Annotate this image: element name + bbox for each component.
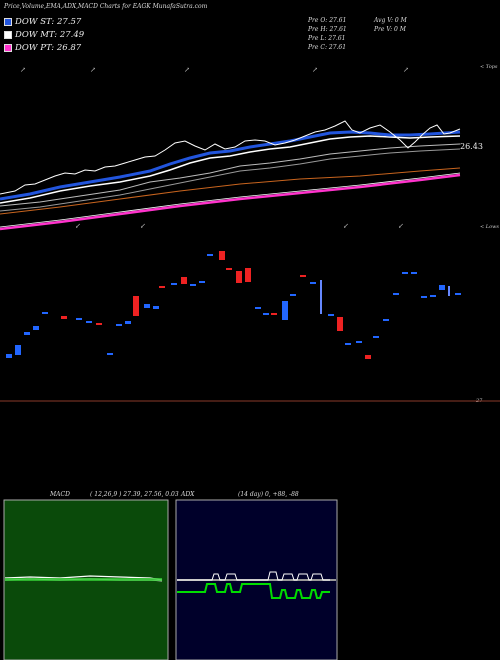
candle-up [356,341,362,343]
candle-up [282,301,288,320]
candle-down [133,296,139,316]
candle-up [107,353,113,355]
adx-minus-di [177,583,330,599]
candle-up [125,321,131,324]
candle-down [337,317,343,331]
candle-down [365,355,371,359]
candle-up [373,336,379,338]
dow-pt-line [0,173,461,231]
price-close-line [0,120,461,195]
legend-swatch-st [4,17,12,26]
candle-down [159,286,165,288]
low-markers: ↙ ↙ ↙ ↙ [75,222,404,230]
candle-down [61,316,67,319]
candle-up [345,343,351,345]
lows-label: < Lows [480,224,499,230]
low-marker: ↙ [75,222,81,230]
candle-up [448,286,450,296]
candle-up [116,324,122,326]
candle-up [6,354,12,358]
legend-label-pt: DOW PT: 26.87 [15,43,82,53]
legend-dow-st: DOW ST: 27.57 [4,17,81,29]
candle-up [24,332,30,335]
candles [6,251,461,359]
candle-up [33,326,39,330]
candle-up [199,281,205,283]
quote-pre-close: Pre C: 27.61 [308,44,347,51]
ema-long-line [0,167,461,215]
quote-avg-volume: Avg V: 0 M [374,17,407,24]
tops-label: < Tops [480,64,498,70]
candle-down [226,268,232,270]
candle-up [263,313,269,315]
macd-label: MACD [50,491,70,498]
candle-down [219,251,225,260]
dow-mt-line [0,135,461,204]
legend-label-mt: DOW MT: 27.49 [15,30,85,40]
candle-up [255,307,261,309]
adx-label: ADX [181,491,195,498]
candle-up [411,272,417,274]
candle-up [76,318,82,320]
candle-up [402,272,408,274]
price-label-26-43: 26.43 [460,142,483,151]
dow-pt-line-white [0,172,461,228]
candle-up [144,304,150,308]
candle-up [439,285,445,290]
top-markers: ↗ ↗ ↗ ↗ ↗ [20,66,409,74]
candle-down [300,275,306,277]
legend-swatch-mt [4,30,12,39]
top-marker: ↗ [20,66,26,74]
chart-title: Price,Volume,EMA,ADX,MACD Charts for EAG… [4,3,208,10]
top-marker: ↗ [312,66,318,74]
ema-band-2 [0,148,461,212]
candle-down [271,313,277,315]
top-marker: ↗ [403,66,409,74]
candle-down [96,323,102,325]
quote-pre-volume: Pre V: 0 M [374,26,406,33]
candle-up [42,312,48,314]
ema-band-1 [0,143,461,207]
dow-st-line [0,130,461,201]
candle-up [455,293,461,295]
low-marker: ↙ [140,222,146,230]
candle-up [393,293,399,295]
candle-up [290,294,296,296]
quote-pre-open: Pre O: 27.61 [308,17,347,24]
quote-pre-high: Pre H: 27.61 [308,26,347,33]
candle-up [153,306,159,309]
candle-up [171,283,177,285]
legend-dow-mt: DOW MT: 27.49 [4,30,84,42]
candle-down [181,277,187,284]
adx-plus-di [177,571,330,581]
candle-down [236,271,242,283]
legend-dow-pt: DOW PT: 26.87 [4,43,81,55]
candle-up [430,295,436,297]
candle-up [328,314,334,316]
candle-up [86,321,92,323]
low-marker: ↙ [343,222,349,230]
candle-up [383,319,389,321]
candle-up [320,280,322,314]
candle-up [190,284,196,286]
macd-histogram [5,578,162,581]
macd-values: ( 12,26,9 ) 27.39, 27.56, 0.03 [90,491,179,498]
quote-pre-low: Pre L: 27.61 [308,35,346,42]
top-marker: ↗ [184,66,190,74]
legend-label-st: DOW ST: 27.57 [15,17,82,27]
candle-down [245,268,251,282]
candle-up [15,345,21,355]
low-marker: ↙ [398,222,404,230]
candle-up [421,296,427,298]
candle-up [310,282,316,284]
top-marker: ↗ [90,66,96,74]
legend-swatch-pt [4,43,12,52]
candle-up [207,254,213,256]
adx-values: (14 day) 0, +88, -88 [238,491,299,498]
